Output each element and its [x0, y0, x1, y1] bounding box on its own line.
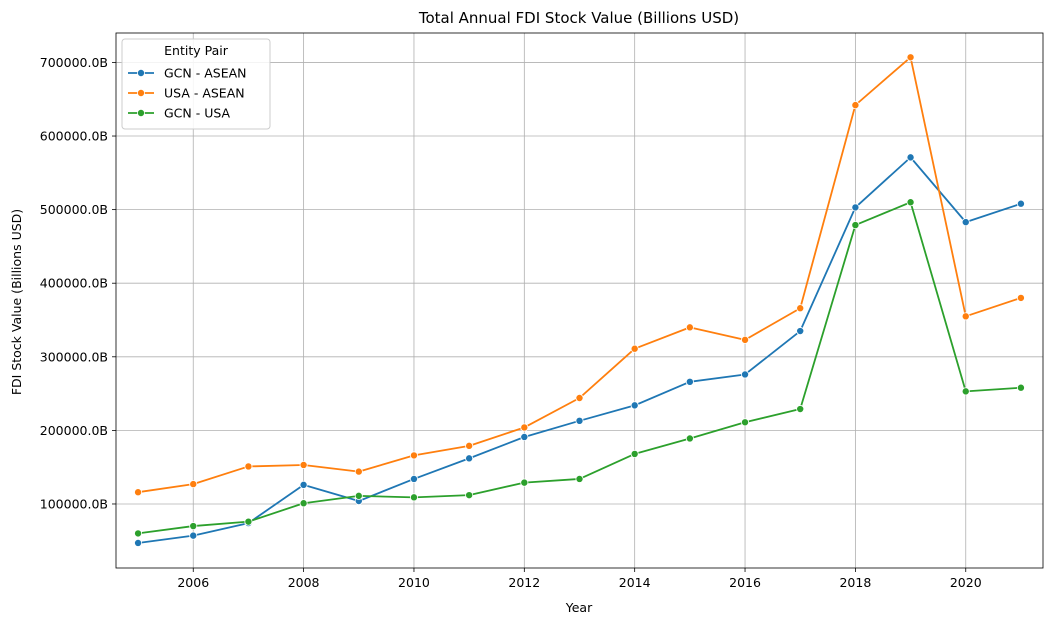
- data-point: [741, 335, 750, 344]
- data-point: [741, 370, 750, 379]
- data-point: [134, 538, 143, 547]
- data-point: [851, 221, 860, 230]
- data-point: [741, 418, 750, 427]
- legend-marker: [136, 69, 145, 78]
- x-tick-label: 2020: [950, 575, 982, 590]
- data-point: [465, 491, 474, 500]
- data-point: [851, 203, 860, 212]
- data-point: [299, 499, 308, 508]
- y-axis-label: FDI Stock Value (Billions USD): [9, 209, 24, 395]
- x-tick-label: 2018: [839, 575, 871, 590]
- data-point: [1016, 293, 1025, 302]
- legend-box: [121, 38, 271, 130]
- data-point: [630, 344, 639, 353]
- data-point: [575, 394, 584, 403]
- data-point: [134, 488, 143, 497]
- y-tick-label: 700000.0B: [40, 55, 108, 70]
- x-tick-label: 2010: [398, 575, 430, 590]
- plot-frame: [115, 32, 1044, 569]
- series-layer: [134, 53, 1025, 547]
- y-tick-label: 400000.0B: [40, 276, 108, 291]
- data-point: [796, 327, 805, 336]
- data-point: [685, 377, 694, 386]
- series-line: [137, 201, 1021, 535]
- y-tick-label: 100000.0B: [40, 496, 108, 511]
- data-point: [685, 434, 694, 443]
- data-point: [961, 312, 970, 321]
- y-tick-label: 500000.0B: [40, 202, 108, 217]
- data-point: [906, 153, 915, 162]
- data-point: [796, 405, 805, 414]
- x-tick-label: 2012: [508, 575, 540, 590]
- data-point: [354, 467, 363, 476]
- y-tick-label: 200000.0B: [40, 423, 108, 438]
- data-point: [906, 198, 915, 207]
- y-tick-label: 600000.0B: [40, 129, 108, 144]
- x-tick-label: 2008: [288, 575, 320, 590]
- data-point: [465, 441, 474, 450]
- legend-entry-label: GCN - USA: [164, 106, 231, 121]
- data-point: [134, 529, 143, 538]
- data-point: [409, 474, 418, 483]
- legend: Entity Pair GCN - ASEAN USA - ASEAN GCN - U…: [121, 38, 271, 130]
- data-point: [630, 449, 639, 458]
- y-tick-label: 300000.0B: [40, 349, 108, 364]
- data-point: [409, 451, 418, 460]
- x-tick-label: 2014: [619, 575, 651, 590]
- data-point: [520, 423, 529, 432]
- data-point: [299, 480, 308, 489]
- data-point: [630, 401, 639, 410]
- legend-marker: [136, 89, 145, 98]
- data-point: [189, 522, 198, 531]
- data-point: [961, 387, 970, 396]
- data-point: [189, 480, 198, 489]
- tick-labels: 2006 2008 2010 2012 2014 2016 2018 2020 100000.0…: [40, 55, 982, 590]
- data-point: [465, 454, 474, 463]
- data-point: [961, 218, 970, 227]
- series-group: [134, 198, 1025, 538]
- data-point: [575, 474, 584, 483]
- data-point: [244, 517, 253, 526]
- legend-marker: [136, 109, 145, 118]
- legend-entry-label: GCN - ASEAN: [164, 66, 247, 81]
- grid-lines: [116, 33, 1043, 568]
- data-point: [575, 416, 584, 425]
- data-point: [189, 531, 198, 540]
- data-point: [409, 493, 418, 502]
- data-point: [354, 491, 363, 500]
- data-point: [520, 478, 529, 487]
- series-group: [134, 153, 1025, 547]
- legend-entry-label: USA - ASEAN: [164, 86, 245, 101]
- x-tick-label: 2016: [729, 575, 761, 590]
- x-axis-label: Year: [565, 600, 593, 615]
- data-point: [685, 323, 694, 332]
- data-point: [520, 433, 529, 442]
- data-point: [244, 462, 253, 471]
- series-group: [134, 53, 1025, 497]
- series-line: [137, 156, 1022, 544]
- x-tick-label: 2006: [177, 575, 209, 590]
- legend-title: Entity Pair: [164, 43, 229, 58]
- data-point: [796, 304, 805, 313]
- data-point: [851, 101, 860, 110]
- axes: [115, 32, 1044, 569]
- data-point: [906, 53, 915, 62]
- chart-title: Total Annual FDI Stock Value (Billions U…: [418, 9, 739, 27]
- data-point: [1016, 383, 1025, 392]
- data-point: [1016, 199, 1025, 208]
- data-point: [299, 460, 308, 469]
